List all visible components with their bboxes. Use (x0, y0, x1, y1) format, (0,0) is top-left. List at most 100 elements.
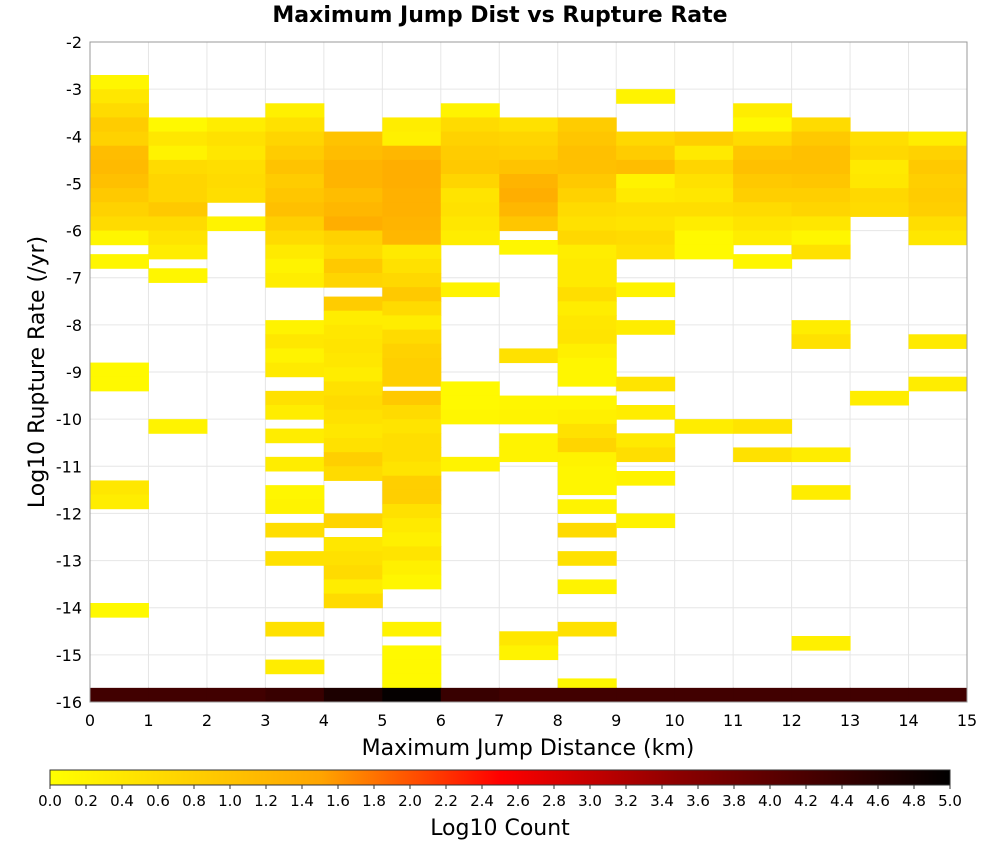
heatmap-cell (323, 244, 383, 260)
heatmap-cell (499, 348, 559, 364)
heatmap-cell (908, 687, 968, 703)
heatmap-cell (90, 174, 149, 189)
heatmap-cell (323, 258, 383, 274)
x-tick-label: 6 (436, 711, 446, 730)
heatmap-cell (791, 174, 851, 189)
heatmap-cell (382, 687, 442, 703)
heatmap-cell (265, 687, 325, 703)
heatmap-cell (440, 216, 500, 232)
x-tick-label: 5 (377, 711, 387, 730)
heatmap-cell (90, 362, 149, 378)
heatmap-cell (733, 230, 793, 246)
heatmap-cell (499, 188, 559, 203)
colorbar-tick-label: 3.6 (686, 792, 710, 810)
y-tick-label: -7 (66, 269, 82, 288)
heatmap-cell (265, 117, 325, 133)
heatmap-cell (733, 131, 793, 147)
heatmap-cell (382, 419, 442, 434)
heatmap-cell (90, 159, 149, 175)
heatmap-cell (557, 343, 617, 359)
heatmap-cell (206, 131, 266, 147)
y-tick-label: -2 (66, 33, 82, 52)
heatmap-cell (908, 216, 968, 232)
colorbar-tick-label: 1.0 (218, 792, 242, 810)
heatmap-cell (382, 216, 442, 232)
heatmap-cell (499, 131, 559, 147)
heatmap-cell (323, 145, 383, 161)
heatmap-cell (148, 145, 208, 161)
heatmap-cell (440, 409, 500, 425)
heatmap-cell (323, 367, 383, 382)
heatmap-cell (265, 405, 325, 420)
heatmap-cell (674, 687, 734, 703)
heatmap-cell (382, 489, 442, 505)
colorbar-tick-label: 1.6 (326, 792, 350, 810)
heatmap-cell (265, 456, 325, 472)
heatmap-cell (323, 537, 383, 552)
heatmap-cell (323, 395, 383, 411)
heatmap-cell (382, 433, 442, 448)
heatmap-cell (674, 174, 734, 189)
heatmap-cell (440, 230, 500, 246)
heatmap-cell (908, 159, 968, 175)
heatmap-cell (265, 390, 325, 406)
colorbar-tick-label: 3.4 (650, 792, 674, 810)
y-tick-label: -5 (66, 174, 82, 193)
heatmap-cell (616, 282, 676, 298)
heatmap-cell (148, 244, 208, 260)
heatmap-cell (557, 244, 617, 260)
y-tick-label: -15 (56, 646, 82, 665)
heatmap-cell (499, 240, 559, 255)
y-tick-label: -16 (56, 693, 82, 712)
heatmap-cell (557, 522, 617, 538)
heatmap-cell (850, 390, 910, 406)
heatmap-cell (323, 296, 383, 312)
x-tick-label: 0 (85, 711, 95, 730)
heatmap-cell (616, 447, 676, 463)
heatmap-cell (90, 188, 149, 203)
heatmap-cell (557, 329, 617, 345)
x-tick-label: 1 (143, 711, 153, 730)
heatmap-cell (557, 258, 617, 274)
heatmap-cell (557, 273, 617, 288)
y-tick-label: -3 (66, 80, 82, 99)
heatmap-cell (382, 188, 442, 203)
heatmap-cell (557, 315, 617, 331)
heatmap-cell (265, 428, 325, 444)
heatmap-cell (265, 131, 325, 147)
heatmap-cell (791, 687, 851, 703)
heatmap-cell (616, 513, 676, 529)
heatmap-cell (382, 546, 442, 562)
heatmap-cell (850, 131, 910, 147)
heatmap-cell (382, 518, 442, 533)
heatmap-cell (791, 188, 851, 203)
heatmap-cell (733, 103, 793, 118)
heatmap-cell (382, 301, 442, 316)
heatmap-cell (908, 334, 968, 349)
heatmap-cell (791, 131, 851, 147)
heatmap-cell (265, 551, 325, 566)
heatmap-cell (557, 145, 617, 161)
heatmap-cell (148, 174, 208, 189)
colorbar-tick-label: 4.4 (830, 792, 854, 810)
heatmap-cell (206, 216, 266, 232)
y-tick-label: -6 (66, 222, 82, 241)
heatmap-cell (382, 315, 442, 331)
heatmap-cell (557, 551, 617, 566)
heatmap-cell (382, 357, 442, 373)
y-tick-label: -9 (66, 363, 82, 382)
heatmap-cell (440, 103, 500, 118)
heatmap-cell (90, 480, 149, 496)
heatmap-cell (148, 419, 208, 434)
heatmap-cell (323, 452, 383, 467)
heatmap-cell (440, 395, 500, 411)
heatmap-cells (90, 75, 968, 703)
heatmap-cell (908, 230, 968, 246)
heatmap-cell (440, 456, 500, 472)
heatmap-cell (323, 466, 383, 481)
heatmap-cell (557, 480, 617, 496)
heatmap-cell (148, 687, 208, 703)
heatmap-cell (791, 320, 851, 335)
heatmap-cell (908, 188, 968, 203)
heatmap-cell (791, 636, 851, 651)
